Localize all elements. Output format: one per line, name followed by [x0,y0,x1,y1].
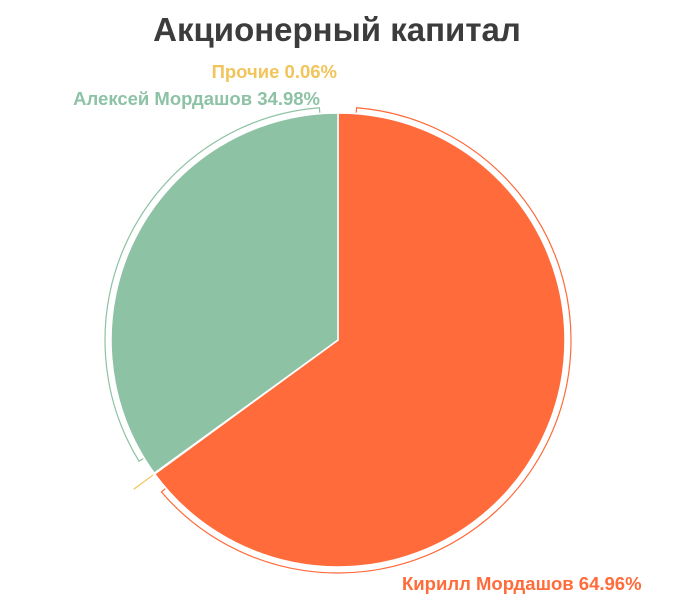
slice-label-3: Алексей Мордашов 34.98% [73,88,320,109]
label-leaders [104,107,572,574]
chart-title: Акционерный капитал [153,11,521,48]
slice-label-1: Кирилл Мордашов 64.96% [402,573,642,594]
pie-slice-3 [110,112,339,475]
leader-line-2 [133,474,154,490]
slice-label-2: Прочие 0.06% [212,61,337,82]
slice-labels: Кирилл Мордашов 64.96% Прочие 0.06% Алексе… [73,61,641,594]
leader-line-1 [160,107,572,574]
leader-line-3 [104,107,321,463]
pie-slice-1 [153,112,566,568]
pie-slices [110,112,566,568]
